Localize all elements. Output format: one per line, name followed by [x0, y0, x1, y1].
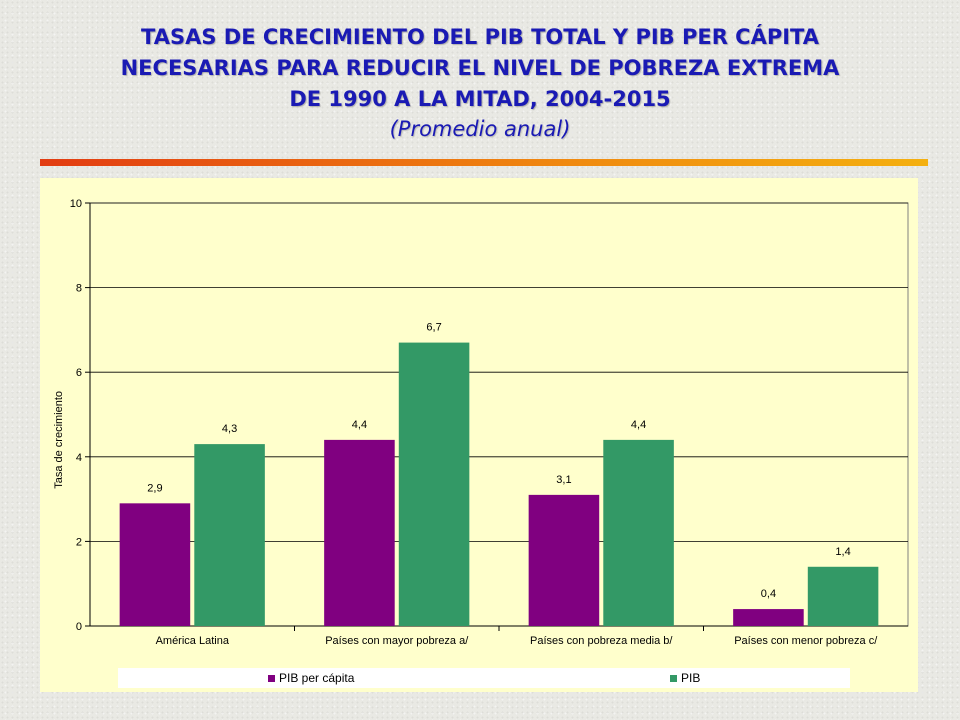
y-tick-label-10: 10 [70, 198, 82, 210]
title-block: TASAS DE CRECIMIENTO DEL PIB TOTAL Y PIB… [0, 22, 960, 143]
bar-pib-1 [398, 342, 470, 626]
chart-legend: PIB per cápita PIB [118, 668, 850, 688]
y-tick-label-4: 4 [76, 452, 82, 464]
bar-pib-per-capita-2 [528, 494, 600, 626]
y-tick-label-6: 6 [76, 367, 82, 379]
x-category-label-0: América Latina [156, 635, 230, 647]
legend-item-pib-per-capita: PIB per cápita [268, 671, 354, 685]
data-label-pib-1: 6,7 [426, 322, 441, 334]
data-label-pib-3: 1,4 [835, 546, 850, 558]
bar-pib-per-capita-1 [324, 439, 395, 626]
data-label-pib-per-capita-2: 3,1 [556, 474, 571, 486]
subtitle: (Promedio anual) [389, 117, 571, 141]
legend-label-pib-per-capita: PIB per cápita [279, 671, 355, 685]
chart-panel: 0 2 4 6 8 10 Tasa de crecimiento 2,9 4,3 América … [40, 178, 918, 692]
legend-swatch-pib-per-capita [268, 674, 275, 682]
bar-pib-2 [603, 439, 674, 626]
legend-swatch-pib [670, 674, 677, 682]
data-label-pib-per-capita-3: 0,4 [761, 588, 776, 600]
data-label-pib-per-capita-0: 2,9 [147, 482, 162, 494]
title-line-3: DE 1990 A LA MITAD, 2004-2015 [289, 87, 671, 111]
data-label-pib-per-capita-1: 4,4 [352, 419, 367, 431]
bar-chart: 0 2 4 6 8 10 Tasa de crecimiento 2,9 4,3 América … [53, 198, 909, 647]
bar-pib-per-capita-3 [733, 609, 804, 626]
legend-label-pib: PIB [681, 671, 701, 685]
bar-pib-per-capita-0 [119, 503, 191, 626]
title-line-1: TASAS DE CRECIMIENTO DEL PIB TOTAL Y PIB… [141, 25, 819, 49]
data-label-pib-2: 4,4 [631, 419, 646, 431]
title-line-2: NECESARIAS PARA REDUCIR EL NIVEL DE POBR… [120, 56, 840, 80]
y-tick-label-2: 2 [76, 536, 82, 548]
x-category-label-2: Países con pobreza media b/ [530, 635, 673, 647]
x-category-label-3: Países con menor pobreza c/ [734, 635, 878, 647]
title-divider [40, 159, 928, 166]
y-tick-label-0: 0 [76, 621, 82, 633]
legend-item-pib: PIB [670, 671, 700, 685]
y-axis-label: Tasa de crecimiento [53, 391, 65, 489]
bar-pib-3 [807, 566, 879, 626]
bar-pib-0 [194, 444, 265, 626]
y-tick-label-8: 8 [76, 283, 82, 295]
x-category-label-1: Países con mayor pobreza a/ [325, 635, 469, 647]
data-label-pib-0: 4,3 [222, 423, 237, 435]
